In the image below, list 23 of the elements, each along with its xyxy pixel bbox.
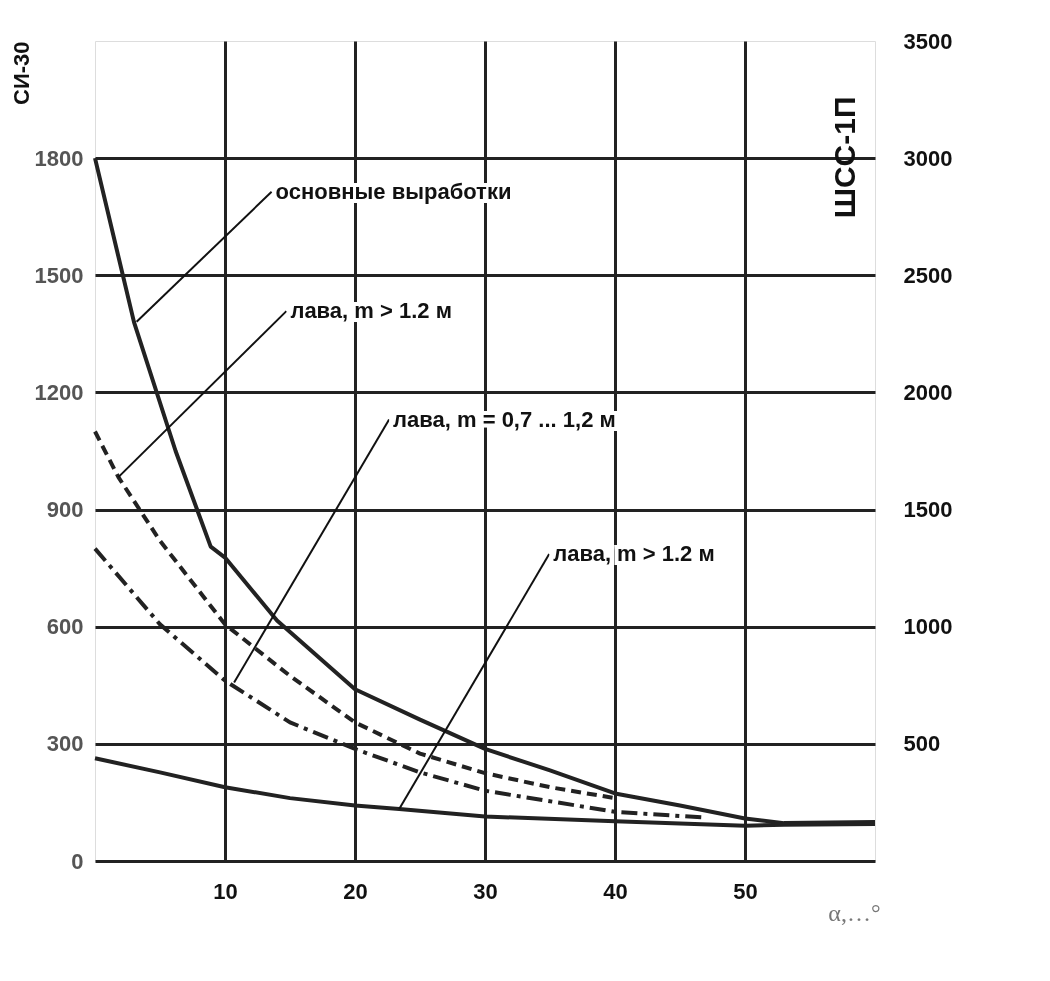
y-tick-label: 300 xyxy=(46,731,84,757)
annotation: лава, m > 1.2 м xyxy=(553,541,715,567)
y-tick-label: 900 xyxy=(46,497,84,523)
x-axis-title: α,…° xyxy=(828,899,881,926)
x-tick-label: 30 xyxy=(473,878,498,904)
y2-tick-label: 3500 xyxy=(903,28,953,54)
y2-tick-label: 2500 xyxy=(903,262,953,288)
y-tick-label: 1800 xyxy=(34,145,84,171)
y2-tick-label: 500 xyxy=(903,731,941,757)
y-tick-label: 1500 xyxy=(34,262,84,288)
x-tick-label: 50 xyxy=(733,878,758,904)
y-tick-label: 0 xyxy=(71,848,84,874)
y2-tick-label: 3000 xyxy=(903,145,953,171)
y2-tick-label: 2000 xyxy=(903,379,953,405)
x-tick-label: 20 xyxy=(343,878,368,904)
x-tick-label: 40 xyxy=(603,878,628,904)
y-axis-title: СИ-30 xyxy=(8,41,34,105)
x-tick-label: 10 xyxy=(213,878,238,904)
y-tick-label: 600 xyxy=(46,614,84,640)
y-tick-label: 1200 xyxy=(34,379,84,405)
y2-axis-title: ШСС-1П xyxy=(827,96,861,219)
y2-tick-label: 1000 xyxy=(903,614,953,640)
y2-tick-label: 1500 xyxy=(903,497,953,523)
